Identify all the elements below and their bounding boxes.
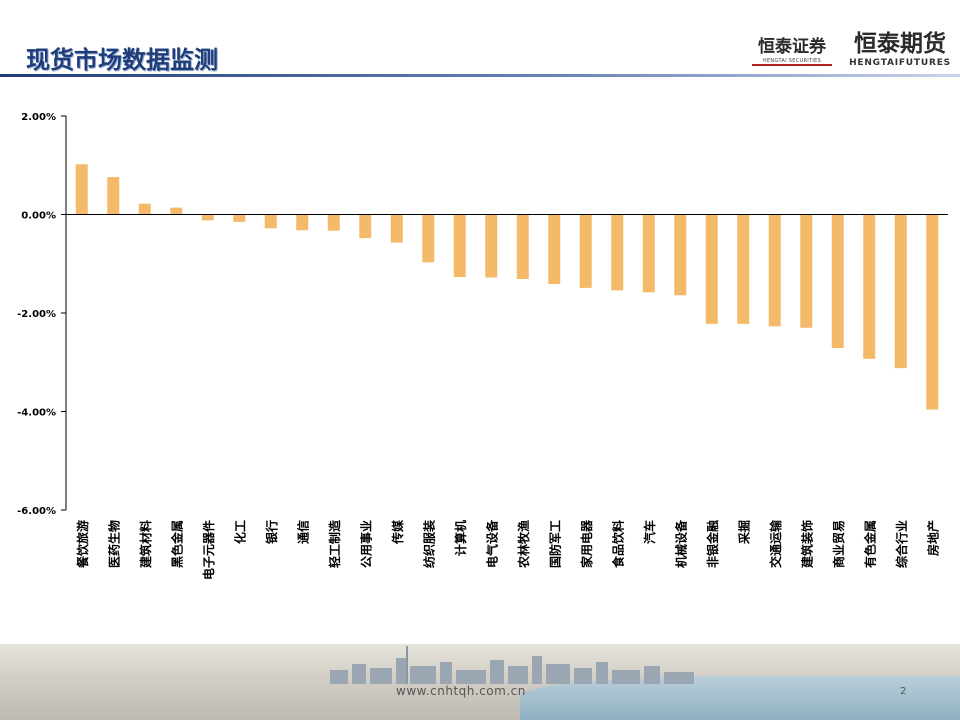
bar-17 (579, 214, 592, 288)
hengtai-futures-logo: 恒泰期货 HENGTAIFUTURES (844, 30, 956, 69)
bar-25 (831, 214, 844, 348)
bar-19 (642, 214, 655, 293)
page-number: 2 (900, 686, 907, 697)
bar-22 (737, 214, 750, 324)
category-label: 计算机 (453, 520, 468, 556)
category-label: 非银金融 (705, 520, 720, 568)
bar-2 (107, 177, 120, 215)
bar-1 (75, 164, 88, 215)
category-label: 食品饮料 (610, 520, 625, 569)
bar-21 (705, 214, 718, 324)
category-label: 纺织服装 (421, 520, 436, 568)
bar-5 (201, 214, 214, 221)
title-divider (0, 74, 960, 77)
bar-9 (327, 214, 340, 231)
category-label: 轻工制造 (327, 519, 342, 568)
hengtai-securities-logo: 恒泰证券 HENGTAI SECURITIES (750, 36, 834, 65)
futures-logo-subtext: HENGTAIFUTURES (849, 58, 951, 68)
category-label: 黑色金属 (169, 520, 184, 568)
securities-logo-text: 恒泰证券 (758, 37, 826, 57)
bar-27 (894, 214, 907, 369)
bar-16 (548, 214, 561, 284)
category-label: 通信 (295, 520, 310, 544)
futures-logo-text: 恒泰期货 (854, 31, 946, 57)
bar-14 (485, 214, 498, 278)
securities-logo-subtext: HENGTAI SECURITIES (762, 58, 822, 64)
category-label: 餐饮旅游 (75, 520, 90, 568)
category-label: 医药生物 (106, 520, 121, 568)
securities-logo-underline (752, 64, 832, 66)
category-label: 化工 (232, 520, 247, 544)
slide-title: 现货市场数据监测 (26, 46, 218, 74)
bar-26 (863, 214, 876, 359)
bar-15 (516, 214, 529, 280)
bar-8 (296, 214, 309, 231)
bar-13 (453, 214, 466, 278)
category-label: 电气设备 (484, 519, 499, 568)
city-skyline-image (330, 646, 694, 684)
y-tick-label: -2.00% (17, 309, 56, 320)
bar-6 (233, 214, 246, 222)
category-label: 传媒 (390, 519, 405, 545)
category-label: 农林牧渔 (516, 520, 531, 569)
category-label: 房地产 (925, 520, 940, 556)
footer-url: www.cnhtqh.com.cn (396, 684, 526, 698)
category-label: 商业贸易 (831, 520, 846, 568)
category-label: 有色金属 (862, 520, 877, 568)
category-label: 家用电器 (579, 519, 594, 568)
bar-3 (138, 203, 151, 215)
bar-4 (170, 207, 183, 215)
y-tick-label: 0.00% (21, 211, 56, 222)
y-tick-label: -6.00% (17, 506, 56, 517)
category-label: 交通运输 (768, 519, 783, 568)
bar-12 (422, 214, 435, 263)
bar-20 (674, 214, 687, 296)
category-label: 机械设备 (673, 519, 688, 568)
y-tick-label: 2.00% (21, 112, 56, 123)
category-label: 建筑材料 (138, 520, 153, 569)
bar-11 (390, 214, 403, 243)
footer-water (520, 676, 960, 720)
category-label: 电子元器件 (201, 520, 216, 580)
category-label: 汽车 (642, 520, 657, 544)
bar-10 (359, 214, 372, 239)
bar-18 (611, 214, 624, 291)
category-label: 采掘 (736, 520, 751, 545)
bar-24 (800, 214, 813, 328)
industry-return-bar-chart: 2.00% 0.00% -2.00% -4.00% -6.00% 餐饮旅游 医药生物 建筑材料… (17, 112, 948, 580)
category-label: 公用事业 (358, 520, 373, 568)
bar-28 (926, 214, 939, 410)
category-label: 国防军工 (547, 520, 562, 568)
category-label: 综合行业 (894, 520, 909, 568)
category-label: 建筑装饰 (799, 520, 814, 569)
bar-7 (264, 214, 277, 229)
category-label: 银行 (264, 520, 279, 544)
y-tick-label: -4.00% (17, 408, 56, 419)
bar-23 (768, 214, 781, 327)
